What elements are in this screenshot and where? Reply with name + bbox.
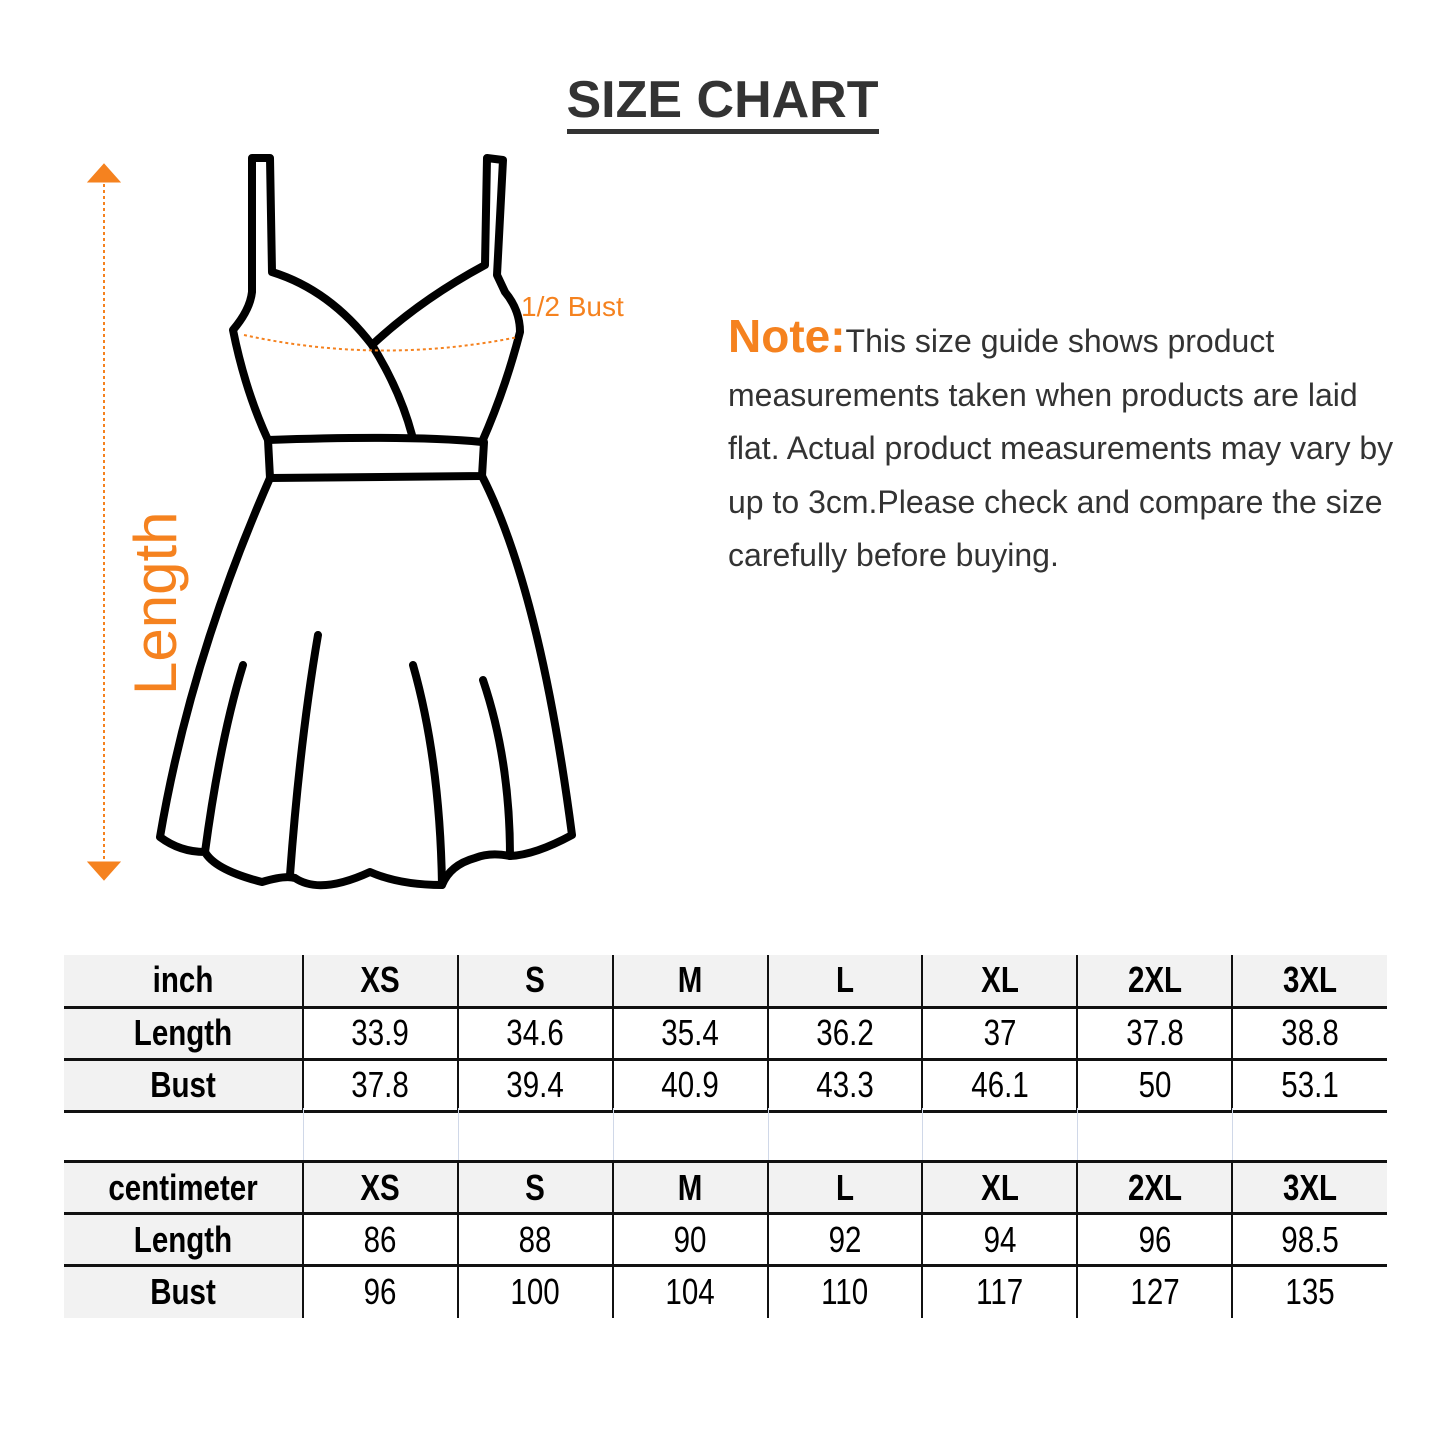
note-label: Note: bbox=[728, 310, 846, 362]
size-header: 2XL bbox=[1076, 1161, 1233, 1215]
row-label: Bust bbox=[64, 1265, 303, 1318]
title-text: SIZE CHART bbox=[566, 71, 879, 134]
dress-diagram: Length 1/2 Bust bbox=[86, 154, 624, 890]
cell: 135 bbox=[1231, 1265, 1387, 1318]
size-header: 3XL bbox=[1231, 955, 1387, 1009]
cell: 100 bbox=[456, 1265, 613, 1318]
bust-label: 1/2 Bust bbox=[521, 291, 624, 322]
page-title: SIZE CHART bbox=[0, 70, 1445, 134]
cell: 43.3 bbox=[766, 1059, 923, 1113]
table-row: Length 33.9 34.6 35.4 36.2 37 37.8 38.8 bbox=[64, 1007, 1387, 1061]
size-header: S bbox=[456, 1161, 613, 1215]
cell: 46.1 bbox=[921, 1059, 1078, 1113]
arrow-down-icon bbox=[86, 861, 122, 881]
length-arrow bbox=[86, 163, 122, 881]
cell: 37.8 bbox=[302, 1059, 458, 1113]
cell: 33.9 bbox=[302, 1007, 458, 1061]
size-header: XS bbox=[302, 1161, 458, 1215]
cell: 110 bbox=[766, 1265, 923, 1318]
size-header: S bbox=[456, 955, 613, 1009]
unit-cell: inch bbox=[64, 955, 303, 1009]
size-header: XS bbox=[302, 955, 458, 1009]
bust-arrow bbox=[243, 334, 519, 352]
length-label: Length bbox=[122, 511, 189, 695]
unit-cell: centimeter bbox=[64, 1161, 303, 1215]
size-header: M bbox=[611, 1161, 768, 1215]
table-spacer bbox=[303, 1108, 1387, 1160]
cell: 50 bbox=[1076, 1059, 1233, 1113]
cell: 127 bbox=[1076, 1265, 1233, 1318]
table-row: Bust 37.8 39.4 40.9 43.3 46.1 50 53.1 bbox=[64, 1059, 1387, 1113]
cell: 53.1 bbox=[1231, 1059, 1387, 1113]
cell: 37 bbox=[921, 1007, 1078, 1061]
cell: 37.8 bbox=[1076, 1007, 1233, 1061]
cell: 86 bbox=[302, 1213, 458, 1267]
row-label: Bust bbox=[64, 1059, 303, 1113]
cell: 40.9 bbox=[611, 1059, 768, 1113]
table-header-row: centimeter XS S M L XL 2XL 3XL bbox=[64, 1161, 1387, 1215]
size-header: 2XL bbox=[1076, 955, 1233, 1009]
cell: 117 bbox=[921, 1265, 1078, 1318]
inch-size-table: inch XS S M L XL 2XL 3XL Length 33.9 34.… bbox=[64, 955, 1387, 1113]
cell: 96 bbox=[302, 1265, 458, 1318]
cell: 90 bbox=[611, 1213, 768, 1267]
size-header: L bbox=[766, 1161, 923, 1215]
cell: 98.5 bbox=[1231, 1213, 1387, 1267]
size-header: L bbox=[766, 955, 923, 1009]
note-text: This size guide shows product measuremen… bbox=[728, 323, 1394, 573]
table-row: Length 86 88 90 92 94 96 98.5 bbox=[64, 1213, 1387, 1267]
row-label: Length bbox=[64, 1213, 303, 1267]
size-header: 3XL bbox=[1231, 1161, 1387, 1215]
size-header: XL bbox=[921, 1161, 1078, 1215]
cell: 96 bbox=[1076, 1213, 1233, 1267]
table-row: Bust 96 100 104 110 117 127 135 bbox=[64, 1265, 1387, 1318]
row-label: Length bbox=[64, 1007, 303, 1061]
cm-size-table: centimeter XS S M L XL 2XL 3XL Length 86… bbox=[64, 1160, 1387, 1318]
cell: 38.8 bbox=[1231, 1007, 1387, 1061]
size-header: M bbox=[611, 955, 768, 1009]
cell: 88 bbox=[456, 1213, 613, 1267]
dress-outline bbox=[156, 154, 576, 890]
cell: 104 bbox=[611, 1265, 768, 1318]
cell: 35.4 bbox=[611, 1007, 768, 1061]
cell: 94 bbox=[921, 1213, 1078, 1267]
note: Note:This size guide shows product measu… bbox=[728, 310, 1418, 583]
cell: 39.4 bbox=[456, 1059, 613, 1113]
cell: 34.6 bbox=[456, 1007, 613, 1061]
cell: 92 bbox=[766, 1213, 923, 1267]
cell: 36.2 bbox=[766, 1007, 923, 1061]
size-header: XL bbox=[921, 955, 1078, 1009]
arrow-up-icon bbox=[86, 163, 122, 183]
table-header-row: inch XS S M L XL 2XL 3XL bbox=[64, 955, 1387, 1009]
